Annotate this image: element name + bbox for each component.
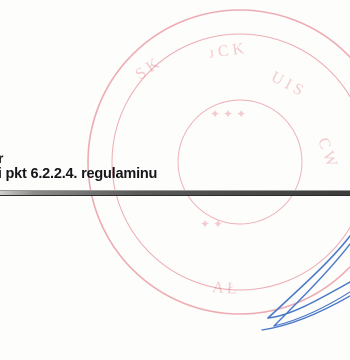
svg-text:ᴊ C K: ᴊ C K [208, 40, 245, 62]
svg-text:✦ ✦ ✦: ✦ ✦ ✦ [210, 107, 246, 121]
svg-text:✦ ✦: ✦ ✦ [200, 217, 223, 231]
text-line-regulation: ji pkt 6.2.2.4. regulaminu [0, 166, 158, 182]
separator-rule [0, 190, 350, 196]
svg-text:A Ł: A Ł [212, 279, 238, 298]
text-line-fragment: r [0, 150, 4, 166]
